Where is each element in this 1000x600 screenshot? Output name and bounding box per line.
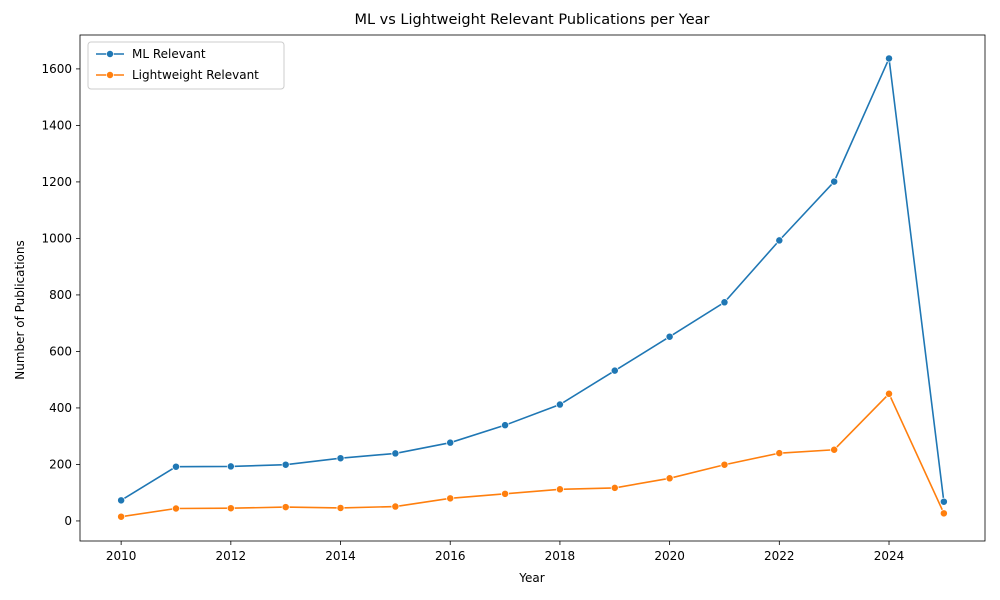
data-point: [226, 504, 235, 513]
series-line: [120, 55, 945, 502]
data-point: [117, 512, 126, 521]
data-point: [172, 462, 180, 471]
data-point: [281, 503, 290, 512]
plot-frame: [79, 34, 986, 542]
data-point: [172, 504, 180, 513]
y-tick-label: 1400: [41, 118, 72, 132]
data-point: [391, 502, 400, 511]
legend: ML Relevant Lightweight Relevant: [87, 41, 285, 90]
data-point: [830, 177, 839, 186]
y-tick-label: 800: [49, 288, 72, 302]
data-point: [226, 462, 235, 471]
y-tick-label: 400: [49, 401, 72, 415]
data-point: [720, 460, 729, 469]
legend-swatch-marker: [106, 71, 114, 79]
data-point: [555, 400, 564, 409]
y-tick-label: 1000: [41, 231, 72, 245]
data-point: [336, 503, 345, 512]
data-point: [501, 489, 510, 498]
y-tick-label: 600: [49, 344, 72, 358]
y-axis-label: Number of Publications: [13, 240, 27, 380]
data-point: [665, 474, 674, 483]
legend-label: ML Relevant: [132, 47, 206, 61]
data-point: [281, 460, 290, 469]
x-tick-label: 2016: [435, 549, 466, 563]
y-tick-label: 0: [64, 514, 72, 528]
series-ml-relevant: [117, 54, 948, 506]
axes: 2010 2012 2014 2016 2018 2020 2022 2024 0 200 400 6…: [41, 34, 986, 563]
x-tick-label: 2010: [106, 549, 137, 563]
y-tick-label: 1600: [41, 62, 72, 76]
data-point: [885, 54, 893, 63]
x-tick-label: 2022: [764, 549, 795, 563]
data-point: [555, 485, 564, 494]
y-tick-label: 1200: [41, 175, 72, 189]
data-point: [446, 438, 455, 447]
data-point: [117, 496, 126, 505]
legend-swatch-marker: [106, 50, 114, 58]
x-axis-label: Year: [518, 571, 544, 585]
data-point: [501, 421, 510, 430]
data-point: [391, 449, 400, 458]
series-lightweight-relevant: [117, 389, 948, 521]
data-point: [336, 454, 345, 463]
data-point: [775, 449, 784, 458]
data-point: [939, 497, 948, 506]
data-point: [775, 236, 784, 245]
x-tick-label: 2020: [654, 549, 685, 563]
data-point: [830, 445, 839, 454]
y-tick-label: 200: [49, 457, 72, 471]
data-point: [720, 298, 729, 307]
data-point: [446, 494, 455, 503]
x-tick-label: 2018: [545, 549, 576, 563]
legend-label: Lightweight Relevant: [132, 68, 259, 82]
series-layer: [117, 54, 948, 521]
series-line: [121, 392, 945, 518]
data-point: [610, 483, 619, 492]
data-point: [665, 332, 674, 341]
x-tick-label: 2024: [874, 549, 905, 563]
data-point: [885, 389, 893, 398]
chart-title: ML vs Lightweight Relevant Publications …: [354, 12, 709, 28]
x-tick-label: 2014: [325, 549, 356, 563]
x-tick-label: 2012: [216, 549, 247, 563]
legend-box: [87, 41, 285, 90]
data-point: [610, 366, 619, 375]
data-point: [939, 509, 948, 518]
